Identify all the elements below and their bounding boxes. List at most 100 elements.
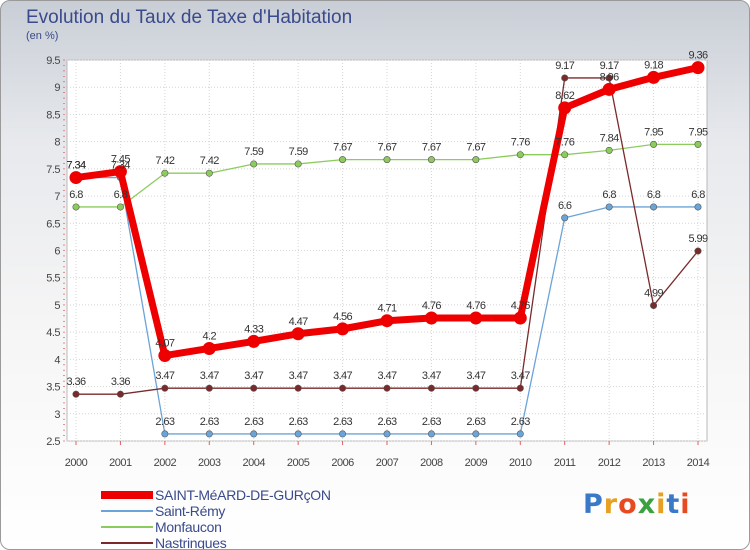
- data-label: 8.96: [600, 71, 619, 83]
- data-label: 9.36: [688, 50, 707, 62]
- data-label: 2.63: [333, 416, 352, 428]
- series-point: [294, 384, 302, 392]
- data-label: 3.36: [66, 376, 85, 388]
- series-point: [516, 384, 524, 392]
- proxiti-logo: Proxiti: [583, 489, 691, 520]
- series-point: [516, 430, 524, 438]
- series-point: [247, 334, 261, 348]
- y-tick-label: 9.5: [46, 55, 60, 67]
- y-tick-label: 3: [54, 409, 60, 421]
- y-tick-label: 5: [54, 300, 60, 312]
- logo-letter: i: [680, 489, 691, 520]
- logo-letter: r: [603, 489, 619, 520]
- data-label: 6.8: [114, 189, 128, 201]
- logo-letter: o: [618, 489, 638, 520]
- legend-item: Monfaucon: [101, 519, 431, 535]
- series-point: [339, 156, 347, 164]
- series-point: [383, 430, 391, 438]
- series-point: [72, 203, 80, 211]
- data-label: 7.59: [289, 146, 308, 158]
- series-point: [202, 341, 216, 355]
- y-tick-label: 4: [54, 354, 60, 366]
- data-label: 7.67: [422, 142, 441, 154]
- y-tick-label: 7: [54, 191, 60, 203]
- data-label: 7.67: [333, 142, 352, 154]
- series-point: [561, 151, 569, 159]
- x-tick-label: 2003: [198, 457, 221, 469]
- x-tick-label: 2009: [465, 457, 488, 469]
- data-label: 7.45: [111, 154, 130, 166]
- data-label: 6.8: [691, 189, 705, 201]
- series-point: [205, 169, 213, 177]
- series-point: [561, 74, 569, 82]
- legend-swatch: [101, 526, 153, 528]
- data-label: 5.99: [688, 233, 707, 245]
- series-point: [472, 430, 480, 438]
- data-label: 4.76: [466, 300, 485, 312]
- data-label: 6.6: [558, 200, 572, 212]
- series-point: [205, 430, 213, 438]
- series-point: [605, 203, 613, 211]
- series-point: [250, 160, 258, 168]
- data-label: 2.63: [244, 416, 263, 428]
- y-tick-label: 8.5: [46, 109, 60, 121]
- data-label: 9.17: [600, 60, 619, 72]
- data-label: 7.84: [600, 132, 619, 144]
- data-label: 3.47: [511, 370, 530, 382]
- legend-swatch: [101, 491, 153, 499]
- series-point: [469, 311, 483, 325]
- logo-letter: i: [656, 489, 667, 520]
- data-label: 3.47: [289, 370, 308, 382]
- data-label: 4.56: [333, 311, 352, 323]
- series-point: [558, 101, 572, 115]
- series-point: [650, 140, 658, 148]
- legend-label: Saint-Rémy: [155, 503, 226, 519]
- data-label: 4.76: [422, 300, 441, 312]
- y-tick-label: 6.5: [46, 218, 60, 230]
- legend: SAINT-MéARD-DE-GURçON Saint-Rémy Monfaucon…: [101, 487, 431, 549]
- data-label: 3.47: [422, 370, 441, 382]
- series-point: [427, 430, 435, 438]
- legend-item: SAINT-MéARD-DE-GURçON: [101, 487, 431, 503]
- data-label: 7.34: [111, 160, 130, 172]
- series-point: [113, 165, 127, 179]
- series-point: [691, 61, 705, 75]
- data-label: 2.63: [377, 416, 396, 428]
- legend-label: SAINT-MéARD-DE-GURçON: [155, 487, 331, 503]
- data-label: 3.47: [244, 370, 263, 382]
- data-label: 6.8: [647, 189, 661, 201]
- legend-label: Monfaucon: [155, 519, 222, 535]
- x-tick-label: 2007: [376, 457, 399, 469]
- series-point: [72, 390, 80, 398]
- data-label: 2.63: [200, 416, 219, 428]
- series-point: [161, 384, 169, 392]
- x-tick-label: 2006: [331, 457, 354, 469]
- legend-swatch: [101, 542, 153, 544]
- data-label: 7.42: [155, 155, 174, 167]
- legend-item: Saint-Rémy: [101, 503, 431, 519]
- data-label: 7.95: [688, 126, 707, 138]
- data-label: 7.42: [200, 155, 219, 167]
- y-tick-label: 7.5: [46, 164, 60, 176]
- series-point: [69, 171, 83, 185]
- data-label: 7.59: [244, 146, 263, 158]
- chart-title: Evolution du Taux de Taxe d'Habitation: [26, 7, 353, 28]
- x-tick-label: 2002: [154, 457, 177, 469]
- series-point: [294, 160, 302, 168]
- series-point: [158, 349, 172, 363]
- series-point: [472, 384, 480, 392]
- series-point: [516, 151, 524, 159]
- legend-swatch: [101, 510, 153, 512]
- logo-letter: t: [666, 489, 681, 520]
- data-label: 7.67: [377, 142, 396, 154]
- data-label: 7.95: [644, 126, 663, 138]
- data-label: 7.76: [511, 137, 530, 149]
- data-label: 3.36: [111, 376, 130, 388]
- x-tick-label: 2011: [554, 457, 576, 469]
- series-point: [561, 214, 569, 222]
- series-point: [116, 203, 124, 211]
- series-point: [250, 384, 258, 392]
- x-tick-label: 2005: [287, 457, 310, 469]
- series-point: [380, 314, 394, 328]
